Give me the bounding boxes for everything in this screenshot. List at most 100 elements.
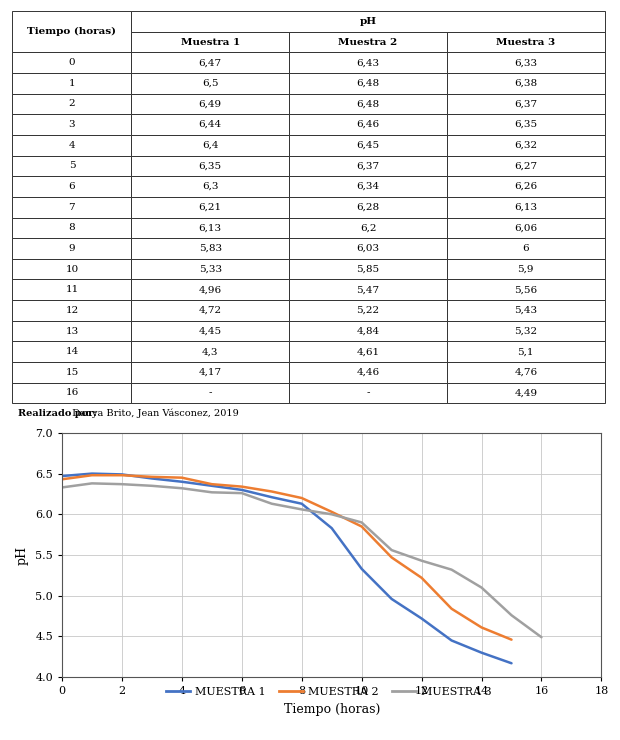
Text: Tiempo (horas): Tiempo (horas)	[27, 27, 117, 36]
Text: 4,46: 4,46	[356, 368, 379, 377]
Text: 5,9: 5,9	[518, 265, 534, 274]
X-axis label: Tiempo (horas): Tiempo (horas)	[283, 703, 380, 716]
Text: 6: 6	[69, 182, 75, 191]
Bar	[289, 238, 447, 259]
Text: 10: 10	[65, 265, 79, 274]
Bar	[131, 259, 289, 280]
Text: -: -	[366, 388, 370, 397]
Text: 6,03: 6,03	[356, 244, 379, 253]
Text: 3: 3	[69, 120, 75, 130]
Text: 6,44: 6,44	[199, 120, 222, 130]
Text: 14: 14	[65, 347, 79, 356]
Bar	[447, 155, 604, 176]
Bar	[447, 218, 604, 238]
Bar	[12, 11, 131, 53]
Bar	[131, 341, 289, 362]
Bar	[447, 53, 604, 73]
Bar	[12, 53, 131, 73]
Text: 5,32: 5,32	[514, 326, 538, 335]
Bar	[131, 114, 289, 135]
Text: 6,13: 6,13	[199, 223, 222, 232]
Text: 4,61: 4,61	[356, 347, 379, 356]
Text: 6,48: 6,48	[356, 99, 379, 109]
Bar	[447, 238, 604, 259]
Text: 6,27: 6,27	[514, 161, 538, 170]
Bar	[131, 135, 289, 155]
Text: 4,17: 4,17	[199, 368, 222, 377]
Bar	[12, 259, 131, 280]
Bar	[447, 94, 604, 114]
Text: 11: 11	[65, 285, 79, 295]
Bar	[12, 73, 131, 94]
Bar	[131, 53, 289, 73]
Bar	[447, 383, 604, 403]
Bar	[12, 114, 131, 135]
Bar	[131, 383, 289, 403]
Text: -: -	[208, 388, 212, 397]
Bar	[12, 155, 131, 176]
Text: pH: pH	[360, 17, 376, 26]
Text: 4,76: 4,76	[514, 368, 538, 377]
Text: 6,34: 6,34	[356, 182, 379, 191]
Bar	[447, 259, 604, 280]
Text: 13: 13	[65, 326, 79, 335]
Bar	[289, 197, 447, 218]
Bar	[12, 94, 131, 114]
Bar	[289, 135, 447, 155]
Bar	[131, 73, 289, 94]
Bar	[289, 300, 447, 320]
Text: 5,43: 5,43	[514, 306, 538, 315]
Text: 6,35: 6,35	[514, 120, 538, 130]
Bar	[12, 320, 131, 341]
Bar	[12, 341, 131, 362]
Text: 6,48: 6,48	[356, 79, 379, 88]
Bar	[12, 176, 131, 197]
Text: Danya Brito, Jean Vásconez, 2019: Danya Brito, Jean Vásconez, 2019	[69, 408, 239, 418]
Bar	[289, 218, 447, 238]
Text: 6,06: 6,06	[514, 223, 538, 232]
Bar	[447, 197, 604, 218]
Text: 6,35: 6,35	[199, 161, 222, 170]
Text: 6,37: 6,37	[356, 161, 379, 170]
Text: 6: 6	[523, 244, 529, 253]
Text: 6,46: 6,46	[356, 120, 379, 130]
Text: 4,45: 4,45	[199, 326, 222, 335]
Bar	[289, 280, 447, 300]
Text: 6,49: 6,49	[199, 99, 222, 109]
Bar	[447, 114, 604, 135]
Text: Muestra 1: Muestra 1	[180, 38, 240, 47]
Bar	[289, 114, 447, 135]
Text: 6,38: 6,38	[514, 79, 538, 88]
Bar	[447, 300, 604, 320]
Bar	[289, 53, 447, 73]
Bar	[131, 362, 289, 383]
Text: 6,37: 6,37	[514, 99, 538, 109]
Bar	[131, 238, 289, 259]
Bar	[12, 218, 131, 238]
Bar	[131, 197, 289, 218]
Text: Realizado por:: Realizado por:	[19, 408, 97, 418]
Bar	[289, 383, 447, 403]
Bar	[12, 383, 131, 403]
Text: 4,84: 4,84	[356, 326, 379, 335]
Bar	[447, 73, 604, 94]
Text: 5,56: 5,56	[514, 285, 538, 295]
Text: 5,22: 5,22	[356, 306, 379, 315]
Text: 6,33: 6,33	[514, 58, 538, 67]
Legend: MUESTRA 1, MUESTRA 2, MUESTRA 3: MUESTRA 1, MUESTRA 2, MUESTRA 3	[162, 682, 495, 701]
Text: 6,43: 6,43	[356, 58, 379, 67]
Text: 6,3: 6,3	[202, 182, 219, 191]
Text: 6,13: 6,13	[514, 203, 538, 212]
Text: 6,32: 6,32	[514, 141, 538, 149]
Text: 4,96: 4,96	[199, 285, 222, 295]
Text: 6,4: 6,4	[202, 141, 219, 149]
Text: Muestra 3: Muestra 3	[496, 38, 556, 47]
Bar	[131, 176, 289, 197]
Text: 6,2: 6,2	[360, 223, 376, 232]
Text: 4,72: 4,72	[199, 306, 222, 315]
Bar	[12, 197, 131, 218]
Text: 5: 5	[69, 161, 75, 170]
Text: 9: 9	[69, 244, 75, 253]
Bar	[12, 280, 131, 300]
Bar	[131, 155, 289, 176]
